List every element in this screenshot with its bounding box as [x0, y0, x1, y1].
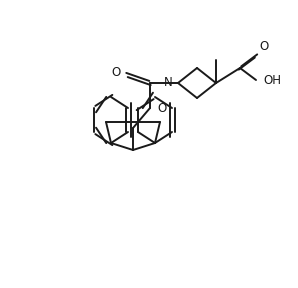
Text: O: O [157, 101, 166, 115]
Text: OH: OH [263, 75, 281, 88]
Text: N: N [164, 77, 173, 90]
Text: O: O [259, 40, 268, 53]
Text: O: O [112, 67, 121, 79]
